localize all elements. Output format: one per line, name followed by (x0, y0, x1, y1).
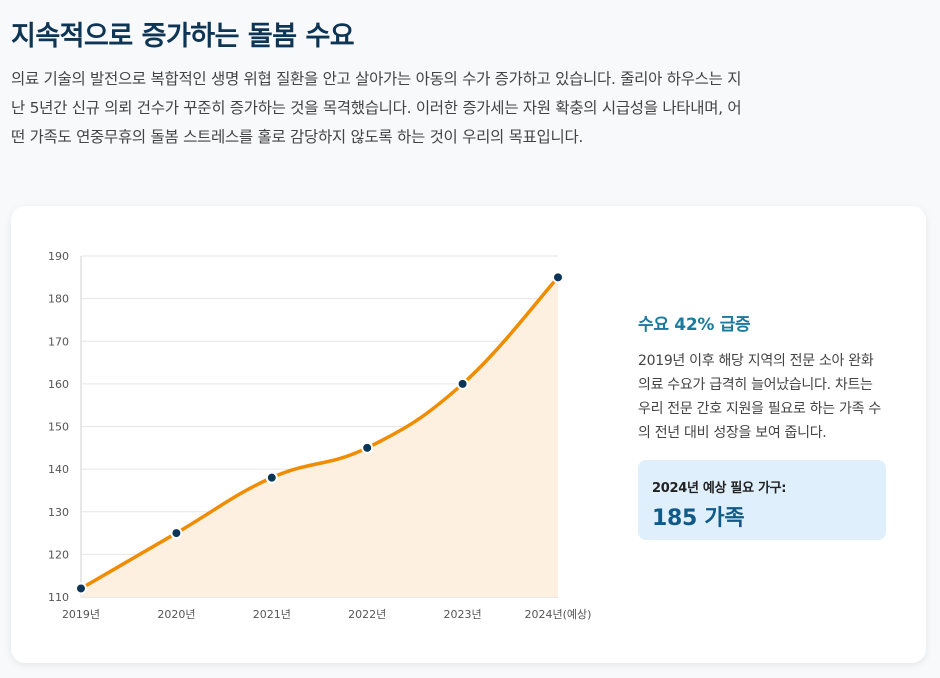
x-tick-label: 2024년(예상) (525, 608, 592, 621)
x-tick-label: 2021년 (253, 608, 291, 621)
area-fill (81, 277, 558, 597)
data-point (75, 582, 87, 595)
data-point (265, 471, 278, 484)
x-tick-label: 2019년 (62, 608, 100, 621)
x-tick-label: 2023년 (444, 608, 482, 621)
page-title: 지속적으로 증가하는 돌봄 수요 (11, 21, 355, 52)
y-tick-label: 180 (48, 293, 69, 306)
y-tick-label: 120 (48, 548, 69, 561)
y-tick-label: 150 (48, 421, 69, 434)
x-tick-label: 2022년 (348, 608, 386, 621)
stat-value: 185 가족 (652, 506, 745, 531)
y-tick-label: 110 (48, 591, 69, 604)
side-description: 2019년 이후 해당 지역의 전문 소아 완화 의료 수요가 급격히 늘어났습… (638, 353, 881, 441)
y-tick-label: 140 (48, 463, 69, 476)
y-tick-label: 160 (48, 378, 69, 391)
data-point (456, 377, 469, 390)
series-line (79, 275, 560, 591)
data-point (170, 527, 183, 540)
intro-paragraph: 의료 기술의 발전으로 복합적인 생명 위협 질환을 안고 살아가는 아동의 수… (11, 70, 742, 146)
side-heading: 수요 42% 급증 (638, 315, 751, 335)
demand-line-chart: 110 120 130 140 150 160 170 180 190 2019년 2020년 202… (48, 250, 592, 621)
y-tick-label: 130 (48, 506, 69, 519)
side-panel: 수요 42% 급증 2019년 이후 해당 지역의 전문 소아 완화 의료 수요… (638, 310, 888, 540)
stat-label: 2024년 예상 필요 가구: (652, 481, 787, 496)
chart-card: 110 120 130 140 150 160 170 180 190 2019년 2020년 202… (11, 206, 926, 663)
y-tick-label: 190 (48, 250, 69, 263)
projection-stat-box: 2024년 예상 필요 가구: 185 가족 (638, 460, 886, 540)
data-point (361, 441, 374, 454)
x-tick-label: 2020년 (157, 608, 195, 621)
data-point (552, 271, 564, 284)
y-tick-label: 170 (48, 335, 69, 348)
